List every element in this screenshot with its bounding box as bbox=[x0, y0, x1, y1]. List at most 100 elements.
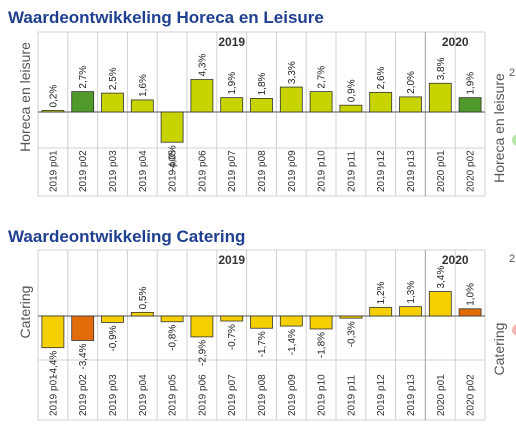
data-label: -4,4% bbox=[48, 351, 59, 377]
bar bbox=[369, 91, 393, 113]
data-label: 2,5% bbox=[108, 67, 119, 90]
data-label: 4,3% bbox=[197, 54, 208, 77]
x-tick-label: 2019 p09 bbox=[287, 150, 298, 192]
bar bbox=[71, 91, 95, 113]
x-tick-label: 2019 p08 bbox=[257, 150, 268, 192]
right-panel-label: Horeca en leisure bbox=[491, 73, 507, 183]
data-label: 3,8% bbox=[436, 57, 447, 80]
year-group-label: 2020 bbox=[442, 35, 469, 49]
x-tick-label: 2019 p04 bbox=[138, 374, 149, 416]
bar bbox=[309, 91, 333, 113]
data-label: 2,7% bbox=[78, 66, 89, 89]
bar bbox=[130, 99, 154, 113]
data-label: 1,0% bbox=[466, 283, 477, 306]
x-tick-label: 2019 p09 bbox=[287, 374, 298, 416]
data-label: 2,7% bbox=[317, 66, 328, 89]
bar bbox=[369, 306, 393, 317]
bar bbox=[160, 111, 184, 143]
edge-digit: 2 bbox=[509, 253, 515, 265]
data-label: -1,4% bbox=[287, 329, 298, 355]
bar bbox=[220, 315, 244, 322]
x-tick-label: 2020 p02 bbox=[466, 374, 477, 416]
x-tick-label: 2019 p13 bbox=[406, 150, 417, 192]
x-tick-label: 2019 p12 bbox=[376, 150, 387, 192]
data-label: -0,8% bbox=[168, 325, 179, 351]
data-label: 1,2% bbox=[376, 281, 387, 304]
bar bbox=[250, 98, 273, 113]
x-tick-label: 2019 p11 bbox=[346, 151, 357, 192]
data-label: 1,9% bbox=[227, 72, 238, 95]
bar bbox=[160, 315, 184, 323]
x-tick-label: 2019 p05 bbox=[168, 374, 179, 416]
data-label: 2,0% bbox=[406, 71, 417, 94]
data-label: -4,0% bbox=[168, 145, 179, 171]
data-label: -1,7% bbox=[257, 331, 268, 357]
data-label: 1,6% bbox=[138, 74, 149, 97]
chart-title-catering: Waardeontwikkeling Catering bbox=[8, 227, 246, 246]
bar bbox=[458, 97, 482, 113]
data-label: -0,3% bbox=[346, 321, 357, 347]
bar bbox=[399, 306, 422, 317]
x-tick-label: 2019 p03 bbox=[108, 150, 119, 192]
x-tick-label: 2019 p03 bbox=[108, 374, 119, 416]
right-panel-label: Catering bbox=[491, 323, 507, 376]
data-label: 0,5% bbox=[138, 286, 149, 309]
bar bbox=[309, 315, 333, 330]
year-group-label: 2019 bbox=[218, 253, 245, 267]
chart-title-horeca: Waardeontwikkeling Horeca en Leisure bbox=[8, 8, 324, 27]
bar bbox=[190, 315, 214, 338]
data-label: 0,2% bbox=[48, 85, 59, 108]
data-label: 1,9% bbox=[466, 72, 477, 95]
x-tick-label: 2019 p07 bbox=[227, 374, 238, 416]
edge-indicator bbox=[512, 134, 516, 146]
data-label: 1,8% bbox=[257, 72, 268, 95]
bar bbox=[279, 86, 303, 113]
x-tick-label: 2019 p04 bbox=[138, 150, 149, 192]
bar bbox=[428, 82, 452, 113]
x-tick-label: 2019 p10 bbox=[317, 374, 328, 416]
data-label: -0,9% bbox=[108, 325, 119, 351]
x-tick-label: 2020 p01 bbox=[436, 150, 447, 192]
data-label: -0,7% bbox=[227, 324, 238, 350]
year-group-label: 2019 bbox=[218, 35, 245, 49]
x-tick-label: 2019 p07 bbox=[227, 150, 238, 192]
x-tick-label: 2019 p11 bbox=[346, 375, 357, 416]
bar bbox=[41, 110, 65, 113]
bar bbox=[339, 315, 363, 319]
x-tick-label: 2019 p10 bbox=[317, 150, 328, 192]
x-tick-label: 2019 p01 bbox=[48, 150, 59, 192]
x-tick-label: 2019 p12 bbox=[376, 374, 387, 416]
data-label: 2,6% bbox=[376, 66, 387, 89]
data-label: -3,4% bbox=[78, 343, 89, 369]
x-tick-label: 2020 p01 bbox=[436, 374, 447, 416]
bar bbox=[339, 104, 363, 113]
data-label: 1,3% bbox=[406, 281, 417, 304]
data-label: 3,3% bbox=[287, 61, 298, 84]
x-tick-label: 2019 p02 bbox=[78, 374, 89, 416]
edge-indicator bbox=[512, 324, 516, 336]
bar bbox=[220, 97, 244, 113]
edge-digit: 2 bbox=[509, 67, 515, 79]
y-axis-label: Horeca en leisure bbox=[17, 42, 33, 152]
year-group-label: 2020 bbox=[442, 253, 469, 267]
bar bbox=[130, 311, 154, 317]
bar bbox=[399, 96, 422, 113]
y-axis-label: Catering bbox=[17, 286, 33, 339]
bar bbox=[101, 315, 124, 323]
x-tick-label: 2019 p08 bbox=[257, 374, 268, 416]
bar bbox=[428, 291, 452, 317]
data-label: -1,8% bbox=[317, 332, 328, 358]
bar bbox=[279, 315, 303, 327]
data-label: 3,4% bbox=[436, 266, 447, 289]
data-label: 0,9% bbox=[346, 79, 357, 102]
x-tick-label: 2019 p02 bbox=[78, 150, 89, 192]
bar bbox=[41, 315, 65, 349]
x-tick-label: 2019 p06 bbox=[197, 150, 208, 192]
x-tick-label: 2019 p13 bbox=[406, 374, 417, 416]
bar bbox=[71, 315, 95, 341]
bar bbox=[458, 308, 482, 317]
data-label: -2,9% bbox=[197, 340, 208, 366]
x-tick-label: 2020 p02 bbox=[466, 150, 477, 192]
x-tick-label: 2019 p01 bbox=[48, 374, 59, 416]
